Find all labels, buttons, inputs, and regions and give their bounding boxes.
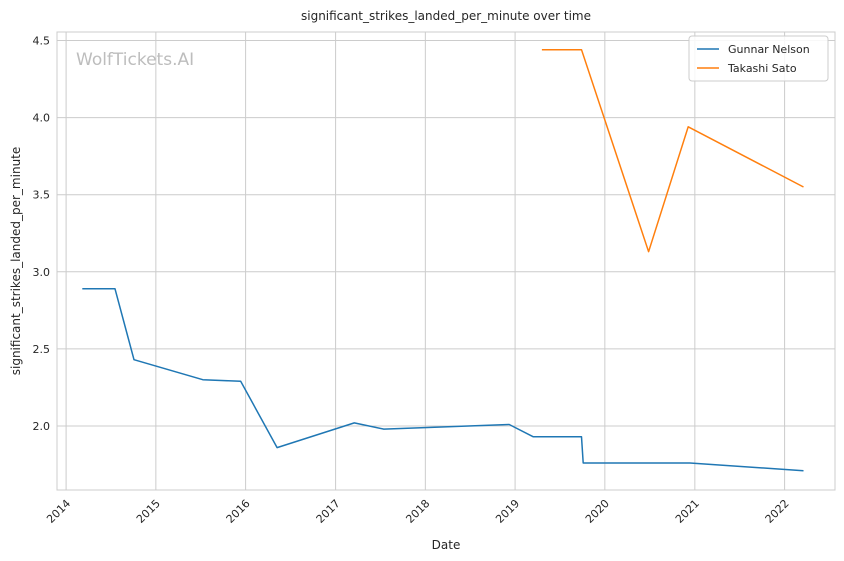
- series-layer: [82, 48, 804, 472]
- y-tick-label: 3.0: [33, 266, 51, 279]
- plot-frame: [56, 31, 836, 491]
- y-tick-label: 4.5: [33, 34, 51, 47]
- y-axis-label: significant_strikes_landed_per_minute: [9, 147, 23, 376]
- series-line-1: [541, 48, 804, 253]
- legend: Gunnar Nelson Takashi Sato: [688, 35, 829, 82]
- legend-label-1: Takashi Sato: [727, 62, 797, 75]
- legend-box: [688, 35, 829, 82]
- series-line-0: [82, 288, 804, 472]
- y-tick-labels: 2.0 2.5 3.0 3.5 4.0 4.5: [33, 34, 51, 433]
- legend-label-0: Gunnar Nelson: [728, 43, 810, 56]
- chart-title: significant_strikes_landed_per_minute ov…: [301, 9, 591, 23]
- y-tick-label: 3.5: [33, 189, 51, 202]
- grid: [57, 32, 835, 490]
- x-axis-label: Date: [432, 538, 461, 552]
- y-tick-label: 4.0: [33, 112, 51, 125]
- watermark: WolfTickets.AI: [76, 50, 194, 70]
- y-tick-label: 2.5: [33, 343, 51, 356]
- y-tick-label: 2.0: [33, 420, 51, 433]
